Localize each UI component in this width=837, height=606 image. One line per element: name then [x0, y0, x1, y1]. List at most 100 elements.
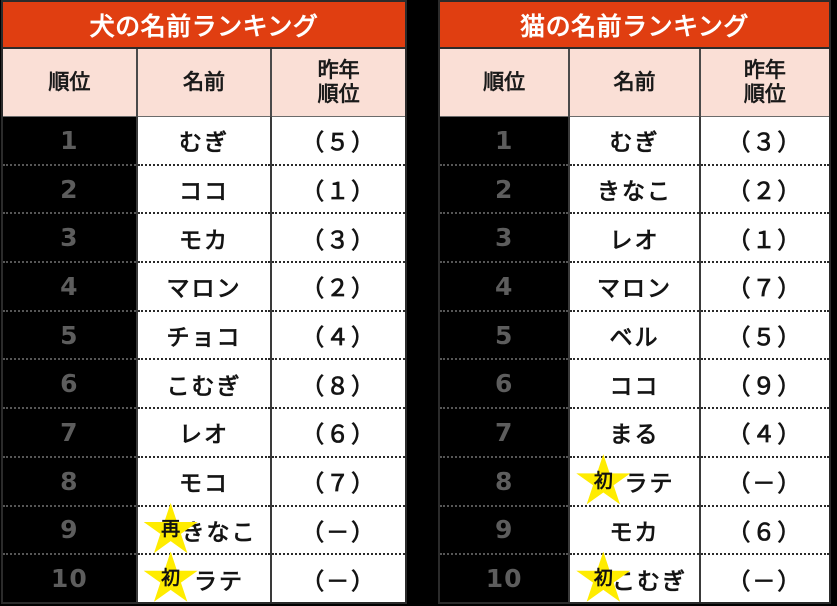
name-cell: ココ — [135, 164, 273, 215]
pet-name-label: マロン — [596, 276, 672, 303]
pet-name-label: チョコ — [166, 325, 242, 352]
dog-ranking-table: 犬の名前ランキング 順位 名前 昨年 順位 1 むぎ （５） 2 ココ （１） 3 モカ （３）… — [1, 0, 407, 604]
table-row: 2 きなこ （２） — [437, 164, 832, 215]
rank-cell: 1 — [437, 116, 571, 166]
pet-name-label: まる — [609, 422, 660, 449]
name-cell: マロン — [135, 262, 273, 312]
name-cell: 初こむぎ — [568, 551, 701, 604]
pet-name-label: ココ — [178, 179, 229, 206]
pet-name-label: モカ — [609, 519, 660, 546]
last-year-rank-cell: （１） — [698, 213, 832, 264]
pet-name-label: レオ — [609, 227, 660, 254]
pet-name-label: むぎ — [609, 130, 660, 157]
table-row: 6 こむぎ （８） — [1, 359, 407, 410]
table-row: 10 初ラテ （－） — [1, 551, 407, 606]
table-row: 4 マロン （７） — [437, 262, 832, 312]
rank-cell: 10 — [1, 554, 138, 604]
last-year-rank-cell: （４） — [270, 310, 407, 361]
pet-name-label: ラテ — [624, 471, 675, 498]
cat-ranking-table-wrapper: 猫の名前ランキング 順位 名前 昨年 順位 1 むぎ （３） 2 きなこ （２） 3 レオ （１… — [437, 0, 832, 604]
pet-name-label: ココ — [609, 373, 660, 400]
rank-cell: 9 — [437, 505, 571, 556]
name-cell: きなこ — [568, 164, 701, 215]
pet-name-label: ベル — [609, 325, 660, 352]
rank-cell: 2 — [1, 164, 138, 215]
rank-cell: 7 — [437, 408, 571, 458]
last-year-rank-cell: （－） — [270, 505, 407, 556]
dog-column-header-last-year-line2: 順位 — [317, 82, 360, 107]
rank-cell: 4 — [1, 262, 138, 312]
name-cell: むぎ — [568, 116, 701, 166]
cat-column-header-last-year-line2: 順位 — [743, 82, 786, 107]
pet-name-label: モコ — [178, 471, 229, 498]
last-year-rank-cell: （５） — [270, 116, 407, 166]
cat-column-header-last-year-line1: 昨年 — [743, 58, 786, 83]
name-cell: ベル — [568, 310, 701, 361]
table-row: 4 マロン （２） — [1, 262, 407, 312]
last-year-rank-cell: （３） — [698, 116, 832, 166]
rank-cell: 5 — [1, 310, 138, 361]
dog-column-header-last-year-rank: 昨年 順位 — [270, 47, 407, 117]
star-icon: 再 — [143, 502, 198, 557]
dog-table-column-headers: 順位 名前 昨年 順位 — [1, 47, 407, 117]
cat-table-title-row: 猫の名前ランキング — [438, 0, 831, 49]
star-badge-label: 初 — [161, 567, 181, 590]
dog-column-header-last-year-line1: 昨年 — [317, 58, 360, 83]
table-row: 7 まる （４） — [437, 408, 832, 458]
table-row: 3 モカ （３） — [1, 213, 407, 264]
pet-name-label: こむぎ — [166, 373, 242, 400]
cat-column-header-name: 名前 — [568, 47, 701, 117]
rank-cell: 3 — [437, 213, 571, 264]
name-cell: レオ — [135, 408, 273, 458]
name-cell: 再きなこ — [135, 502, 273, 557]
pet-name-label: レオ — [178, 422, 229, 449]
dog-column-header-rank: 順位 — [1, 47, 138, 117]
rank-cell: 5 — [437, 310, 571, 361]
star-badge-label: 初 — [593, 469, 613, 492]
rank-cell: 2 — [437, 164, 571, 215]
last-year-rank-cell: （２） — [270, 262, 407, 312]
table-row: 5 チョコ （４） — [1, 310, 407, 361]
table-row: 2 ココ （１） — [1, 164, 407, 215]
table-row: 10 初こむぎ （－） — [437, 551, 832, 604]
rank-cell: 9 — [1, 505, 138, 556]
name-cell: チョコ — [135, 310, 273, 361]
table-row: 9 モカ （６） — [437, 505, 832, 556]
cat-table-column-headers: 順位 名前 昨年 順位 — [437, 47, 832, 117]
name-cell: むぎ — [135, 116, 273, 166]
name-cell: モカ — [135, 213, 273, 264]
table-row: 1 むぎ （５） — [1, 116, 407, 166]
table-row: 7 レオ （６） — [1, 408, 407, 458]
name-cell: レオ — [568, 213, 701, 264]
pet-name-label: モカ — [178, 227, 229, 254]
star-icon: 初 — [143, 551, 198, 606]
dog-ranking-table-wrapper: 犬の名前ランキング 順位 名前 昨年 順位 1 むぎ （５） 2 ココ （１） 3 モカ （３）… — [1, 0, 407, 604]
rank-cell: 3 — [1, 213, 138, 264]
dog-table-body: 1 むぎ （５） 2 ココ （１） 3 モカ （３） 4 マロン （２） 5 チョコ （４） 6 こむぎ （８） 7… — [1, 116, 407, 606]
cat-column-header-rank: 順位 — [437, 47, 571, 117]
dog-table-title-row: 犬の名前ランキング — [1, 0, 407, 49]
name-cell: ココ — [568, 359, 701, 410]
last-year-rank-cell: （６） — [270, 408, 407, 458]
last-year-rank-cell: （４） — [698, 408, 832, 458]
last-year-rank-cell: （－） — [698, 456, 832, 507]
pet-name-label: むぎ — [178, 130, 229, 157]
last-year-rank-cell: （５） — [698, 310, 832, 361]
last-year-rank-cell: （７） — [270, 456, 407, 507]
name-cell: マロン — [568, 262, 701, 312]
last-year-rank-cell: （８） — [270, 359, 407, 410]
table-row: 5 ベル （５） — [437, 310, 832, 361]
star-badge-label: 初 — [593, 567, 613, 590]
star-icon: 初 — [576, 454, 631, 508]
last-year-rank-cell: （３） — [270, 213, 407, 264]
name-cell: 初ラテ — [135, 551, 273, 606]
pet-name-label: マロン — [166, 276, 242, 303]
last-year-rank-cell: （－） — [270, 554, 407, 604]
last-year-rank-cell: （９） — [698, 359, 832, 410]
last-year-rank-cell: （－） — [698, 554, 832, 604]
table-row: 8 モコ （７） — [1, 456, 407, 507]
rank-cell: 1 — [1, 116, 138, 166]
cat-table-body: 1 むぎ （３） 2 きなこ （２） 3 レオ （１） 4 マロン （７） 5 ベル （５） 6 ココ （９） 7 ま… — [437, 116, 832, 604]
cat-table-title: 猫の名前ランキング — [438, 0, 831, 49]
